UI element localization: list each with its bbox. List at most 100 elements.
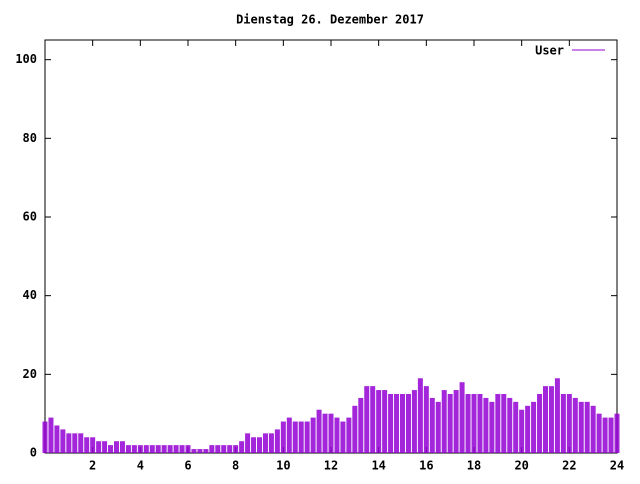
y-tick-label: 0 xyxy=(30,446,37,460)
impulse xyxy=(66,433,72,453)
impulse xyxy=(608,417,614,453)
impulse xyxy=(149,445,155,453)
impulse xyxy=(328,413,334,453)
impulse xyxy=(596,413,602,453)
impulse xyxy=(471,394,477,453)
impulse xyxy=(459,382,465,453)
impulse xyxy=(251,437,257,453)
impulse xyxy=(495,394,501,453)
x-tick-label: 6 xyxy=(184,459,191,473)
impulse xyxy=(90,437,96,453)
impulse xyxy=(209,445,215,453)
y-tick-label: 20 xyxy=(23,367,37,381)
impulse xyxy=(525,405,531,453)
chart-title: Dienstag 26. Dezember 2017 xyxy=(236,13,424,27)
impulse xyxy=(167,445,173,453)
impulse xyxy=(531,401,537,453)
impulse xyxy=(257,437,262,453)
impulse xyxy=(114,441,119,453)
impulse xyxy=(48,417,54,453)
impulse xyxy=(60,429,66,453)
impulse xyxy=(340,421,346,453)
impulse xyxy=(239,441,245,453)
impulse xyxy=(590,405,596,453)
impulse xyxy=(566,394,572,453)
impulse xyxy=(316,409,322,453)
impulse xyxy=(560,394,566,453)
x-tick-label: 12 xyxy=(324,459,338,473)
impulse xyxy=(292,421,298,453)
impulse xyxy=(54,425,60,453)
impulse xyxy=(78,433,84,453)
impulse xyxy=(84,437,90,453)
impulse xyxy=(400,394,405,453)
x-tick-label: 18 xyxy=(467,459,481,473)
impulse xyxy=(185,445,191,453)
impulse xyxy=(489,401,495,453)
impulse xyxy=(465,394,471,453)
impulse xyxy=(352,405,358,453)
impulse xyxy=(108,445,114,453)
impulse xyxy=(173,445,179,453)
impulse xyxy=(72,433,78,453)
impulse xyxy=(388,394,394,453)
impulse xyxy=(227,445,233,453)
impulse xyxy=(364,386,370,453)
impulse xyxy=(370,386,376,453)
impulse xyxy=(268,433,274,453)
impulse xyxy=(358,397,364,453)
impulse xyxy=(578,401,584,453)
x-tick-label: 8 xyxy=(232,459,239,473)
x-tick-label: 20 xyxy=(514,459,528,473)
impulse xyxy=(155,445,161,453)
y-tick-label: 40 xyxy=(23,288,37,302)
impulse xyxy=(376,390,382,453)
impulse xyxy=(447,394,453,453)
impulse xyxy=(537,394,543,453)
impulse xyxy=(423,386,429,453)
impulse xyxy=(161,445,167,453)
impulse xyxy=(137,445,143,453)
impulse xyxy=(191,449,197,453)
y-tick-label: 60 xyxy=(23,210,37,224)
impulse xyxy=(215,445,221,453)
impulse xyxy=(96,441,102,453)
impulse xyxy=(280,421,286,453)
impulse xyxy=(602,417,608,453)
impulse xyxy=(417,378,423,453)
impulse xyxy=(233,445,239,453)
impulse xyxy=(453,390,459,453)
impulse xyxy=(477,394,483,453)
impulse xyxy=(310,417,316,453)
impulse xyxy=(203,449,209,453)
impulse xyxy=(262,433,268,453)
impulse xyxy=(543,386,548,453)
impulse xyxy=(42,421,48,453)
impulse xyxy=(507,397,513,453)
impulse xyxy=(382,390,388,453)
impulse xyxy=(441,390,447,453)
y-tick-label: 80 xyxy=(23,131,37,145)
impulse xyxy=(334,417,340,453)
impulse xyxy=(179,445,185,453)
impulse xyxy=(584,401,590,453)
impulse xyxy=(125,445,131,453)
impulse xyxy=(548,386,554,453)
x-tick-label: 22 xyxy=(562,459,576,473)
impulse xyxy=(245,433,251,453)
impulse xyxy=(411,390,417,453)
impulse xyxy=(513,401,519,453)
x-tick-label: 4 xyxy=(137,459,144,473)
impulse xyxy=(197,449,203,453)
x-tick-label: 24 xyxy=(610,459,624,473)
x-tick-label: 10 xyxy=(276,459,290,473)
impulse xyxy=(322,413,328,453)
impulse xyxy=(405,394,411,453)
impulse xyxy=(572,397,578,453)
impulse xyxy=(286,417,292,453)
impulse xyxy=(429,397,435,453)
impulse xyxy=(102,441,108,453)
impulse xyxy=(131,445,137,453)
